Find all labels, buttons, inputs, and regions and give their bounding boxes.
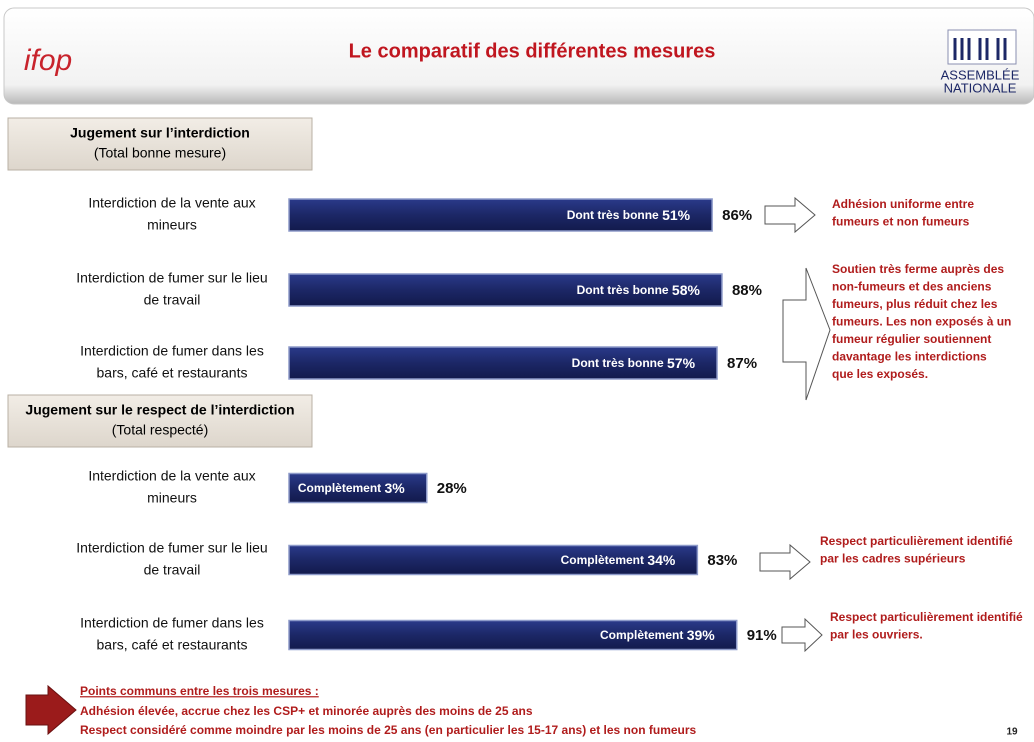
detail-value: 34%: [647, 552, 676, 568]
logo-left: ifop: [24, 44, 72, 77]
category-label: bars, café et restaurants: [97, 365, 248, 381]
bar: [288, 472, 428, 504]
detail-label: Dont très bonne: [572, 356, 667, 370]
category-label: Interdiction de fumer sur le lieu: [76, 540, 267, 556]
category-label: mineurs: [147, 217, 197, 233]
category-label: Interdiction de fumer dans les: [80, 615, 264, 631]
bar: [288, 619, 738, 651]
category-label: Interdiction de fumer dans les: [80, 343, 264, 359]
note: non-fumeurs et des anciens: [832, 280, 992, 294]
note: Respect particulièrement identifié: [820, 534, 1013, 548]
bar-detail: Dont très bonne 57%: [572, 355, 696, 371]
section-title: Jugement sur le respect de l’interdictio…: [25, 402, 294, 418]
category-label: Interdiction de la vente aux: [88, 468, 255, 484]
bar: [288, 198, 713, 232]
detail-value: 57%: [667, 355, 696, 371]
detail-value: 39%: [687, 627, 716, 643]
detail-label: Complètement: [561, 553, 648, 567]
category-label: Interdiction de fumer sur le lieu: [76, 270, 267, 286]
logo-text: NATIONALE: [944, 80, 1017, 95]
category-label: de travail: [144, 292, 201, 308]
section-box: [7, 117, 313, 171]
category-label: Interdiction de la vente aux: [88, 195, 255, 211]
logo-text: ASSEMBLÉE: [941, 67, 1020, 82]
value-label: 88%: [732, 282, 762, 299]
detail-label: Dont très bonne: [577, 283, 672, 297]
bar: [288, 544, 699, 576]
note: par les cadres supérieurs: [820, 552, 966, 566]
note: fumeur régulier soutiennent: [832, 332, 991, 346]
note: fumeurs et non fumeurs: [832, 215, 970, 229]
bar-detail: Complètement 34%: [561, 552, 676, 568]
value-label: 86%: [722, 207, 752, 224]
category-label: bars, café et restaurants: [97, 637, 248, 653]
footer-title: Points communs entre les trois mesures :: [80, 684, 319, 698]
arrows: [25, 196, 831, 736]
bar-detail: Complètement 3%: [298, 480, 405, 496]
detail-label: Dont très bonne: [567, 208, 662, 222]
bar-detail: Dont très bonne 58%: [577, 282, 701, 298]
value-label: 28%: [437, 480, 467, 497]
section-subtitle: (Total respecté): [112, 422, 208, 438]
note: Soutien très ferme auprès des: [832, 262, 1004, 276]
detail-value: 51%: [662, 207, 691, 223]
bar: [288, 273, 723, 307]
title: Le comparatif des différentes mesures: [349, 40, 716, 62]
value-label: 87%: [727, 355, 757, 372]
note: fumeurs. Les non exposés à un: [832, 315, 1011, 329]
detail-value: 3%: [385, 480, 406, 496]
note: Adhésion uniforme entre: [832, 197, 974, 211]
category-label: de travail: [144, 562, 201, 578]
note: fumeurs, plus réduit chez les: [832, 297, 998, 311]
section-title: Jugement sur l’interdiction: [70, 125, 250, 141]
note: Respect particulièrement identifié: [830, 610, 1023, 624]
detail-label: Complètement: [600, 628, 687, 642]
value-label: 83%: [707, 552, 737, 569]
logo-right: ASSEMBLÉE NATIONALE: [941, 29, 1020, 95]
detail-label: Complètement: [298, 481, 385, 495]
value-label: 91%: [747, 627, 777, 644]
section-box: [7, 394, 313, 448]
bar-detail: Complètement 39%: [600, 627, 715, 643]
category-label: mineurs: [147, 490, 197, 506]
detail-value: 58%: [672, 282, 701, 298]
note: que les exposés.: [832, 367, 928, 381]
note: par les ouvriers.: [830, 628, 923, 642]
header-band: [3, 7, 1034, 105]
bar-detail: Dont très bonne 51%: [567, 207, 691, 223]
page-number: 19: [1006, 727, 1018, 738]
bar: [288, 346, 718, 380]
note: davantage les interdictions: [832, 350, 987, 364]
footer-line: Adhésion élevée, accrue chez les CSP+ et…: [80, 704, 533, 718]
footer-line: Respect considéré comme moindre par les …: [80, 723, 697, 737]
section-subtitle: (Total bonne mesure): [94, 145, 226, 161]
